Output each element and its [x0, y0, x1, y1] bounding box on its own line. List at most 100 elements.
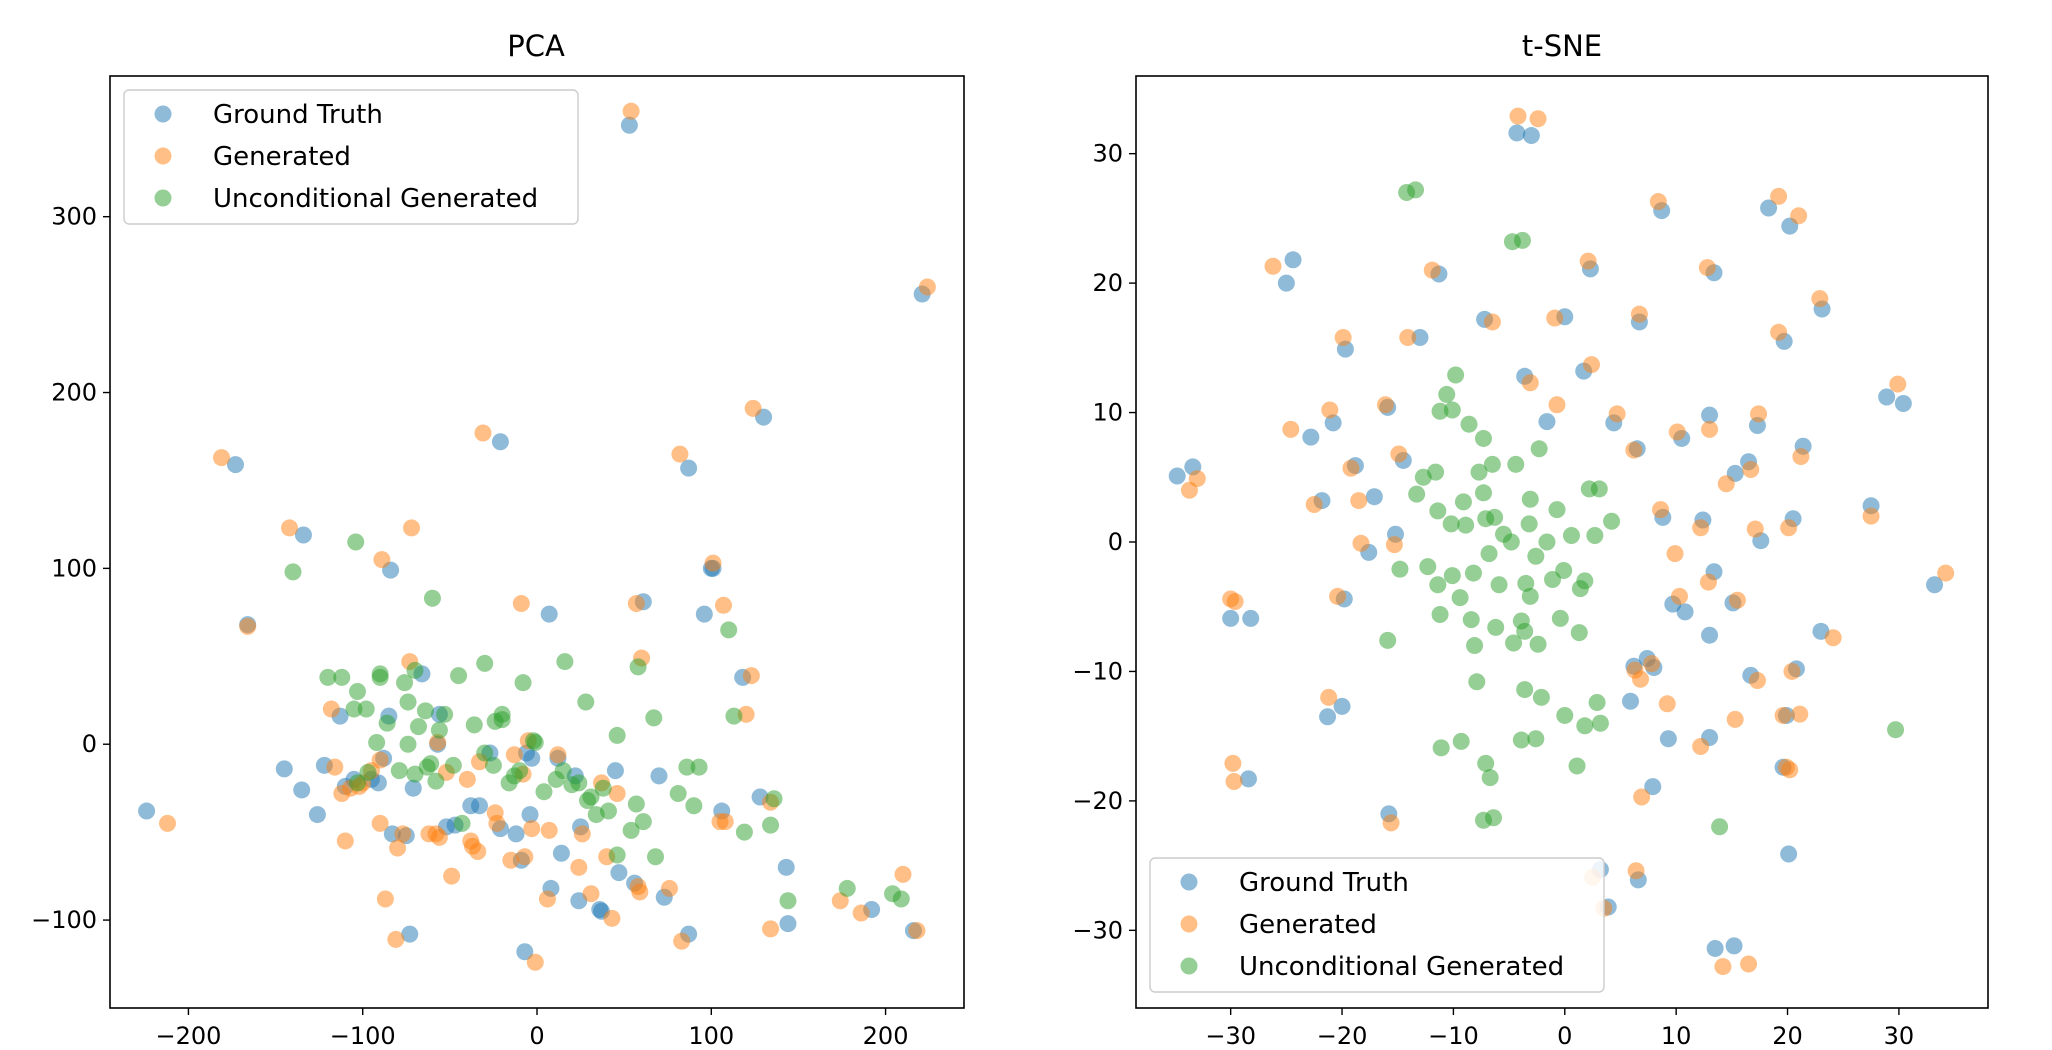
- scatter-point-ground-truth: [293, 781, 311, 799]
- scatter-point-generated: [516, 848, 534, 866]
- scatter-point-unconditional: [418, 758, 436, 776]
- scatter-point-generated: [1224, 754, 1242, 772]
- x-tick-label: −10: [1428, 1022, 1479, 1050]
- x-tick-label: 20: [1772, 1022, 1803, 1050]
- x-tick-label: −30: [1205, 1022, 1256, 1050]
- scatter-point-unconditional: [1379, 631, 1397, 649]
- scatter-point-generated: [1226, 593, 1244, 611]
- scatter-point-generated: [1630, 305, 1648, 323]
- scatter-point-unconditional: [1429, 576, 1447, 594]
- scatter-point-unconditional: [416, 702, 434, 720]
- y-tick-label: 100: [51, 554, 97, 582]
- scatter-point-generated: [443, 867, 461, 885]
- scatter-point-generated: [1750, 405, 1768, 423]
- scatter-point-generated: [762, 920, 780, 938]
- scatter-point-generated: [1643, 655, 1661, 673]
- scatter-point-unconditional: [430, 721, 448, 739]
- scatter-point-generated: [673, 932, 691, 950]
- scatter-point-unconditional: [476, 654, 494, 672]
- scatter-point-unconditional: [1507, 455, 1525, 473]
- pca-legend: Ground Truth Generated Unconditional Gener…: [123, 89, 579, 225]
- scatter-point-generated: [326, 758, 344, 776]
- x-tick-label: −20: [1317, 1022, 1368, 1050]
- scatter-point-ground-truth: [606, 762, 624, 780]
- scatter-point-unconditional: [765, 790, 783, 808]
- scatter-point-unconditional: [720, 621, 738, 639]
- scatter-point-unconditional: [1431, 605, 1449, 623]
- scatter-point-generated: [1334, 328, 1352, 346]
- legend-label: Unconditional Generated: [213, 184, 538, 214]
- scatter-point-unconditional: [1562, 527, 1580, 545]
- scatter-point-unconditional: [1527, 730, 1545, 748]
- legend-marker-unconditional: [1180, 957, 1198, 975]
- scatter-point-unconditional: [1483, 455, 1501, 473]
- scatter-point-generated: [512, 595, 530, 613]
- scatter-point-ground-truth: [308, 806, 326, 824]
- scatter-point-unconditional: [505, 767, 523, 785]
- scatter-point-ground-truth: [1760, 199, 1778, 217]
- scatter-point-unconditional: [1457, 516, 1475, 534]
- scatter-point-unconditional: [1512, 731, 1530, 749]
- scatter-point-unconditional: [554, 762, 572, 780]
- scatter-point-unconditional: [359, 763, 377, 781]
- y-tick-label: −20: [1072, 787, 1123, 815]
- scatter-point-generated: [1937, 564, 1955, 582]
- scatter-point-generated: [1546, 309, 1564, 327]
- scatter-point-generated: [1225, 772, 1243, 790]
- scatter-point-unconditional: [436, 705, 454, 723]
- scatter-point-unconditional: [1516, 622, 1534, 640]
- scatter-point-generated: [538, 890, 556, 908]
- scatter-point-unconditional: [493, 711, 511, 729]
- scatter-point-generated: [1608, 405, 1626, 423]
- scatter-point-generated: [1692, 519, 1710, 537]
- scatter-point-unconditional: [1474, 429, 1492, 447]
- pca-ticks: −200 −100 0 100 200 −100 0 100 200 300: [31, 203, 908, 1050]
- scatter-point-unconditional: [1591, 714, 1609, 732]
- scatter-point-unconditional: [1588, 694, 1606, 712]
- scatter-point-generated: [462, 832, 480, 850]
- scatter-point-unconditional: [1462, 611, 1480, 629]
- scatter-point-generated: [486, 804, 504, 822]
- scatter-point-generated: [1701, 420, 1719, 438]
- scatter-point-unconditional: [476, 744, 494, 762]
- scatter-point-unconditional: [535, 783, 553, 801]
- scatter-point-unconditional: [1538, 533, 1556, 551]
- scatter-point-generated: [1726, 710, 1744, 728]
- scatter-point-generated: [1583, 356, 1601, 374]
- legend-frame: [1149, 857, 1605, 993]
- scatter-point-unconditional: [634, 813, 652, 831]
- tsne-ticks: −30 −20 −10 0 10 20 30 −30 −20 −10 0 10 20 30: [1072, 140, 1914, 1050]
- scatter-point-unconditional: [1487, 618, 1505, 636]
- legend-marker-generated: [1180, 915, 1198, 933]
- scatter-point-generated: [1692, 738, 1710, 756]
- scatter-point-unconditional: [1470, 463, 1488, 481]
- y-tick-label: 300: [51, 203, 97, 231]
- scatter-point-unconditional: [396, 674, 414, 692]
- scatter-point-unconditional: [1513, 231, 1531, 249]
- scatter-point-ground-truth: [650, 767, 668, 785]
- legend-frame: [123, 89, 579, 225]
- scatter-point-generated: [1742, 461, 1760, 479]
- scatter-point-unconditional: [1544, 571, 1562, 589]
- scatter-point-unconditional: [622, 821, 640, 839]
- scatter-point-generated: [1658, 695, 1676, 713]
- scatter-point-unconditional: [1442, 515, 1460, 533]
- scatter-point-generated: [1399, 328, 1417, 346]
- scatter-point-unconditional: [1477, 754, 1495, 772]
- scatter-point-unconditional: [345, 700, 363, 718]
- scatter-point-generated: [831, 892, 849, 910]
- scatter-point-unconditional: [690, 758, 708, 776]
- scatter-point-unconditional: [423, 589, 441, 607]
- scatter-point-unconditional: [1576, 717, 1594, 735]
- scatter-point-ground-truth: [226, 456, 244, 474]
- scatter-point-generated: [523, 820, 541, 838]
- scatter-point-unconditional: [347, 533, 365, 551]
- scatter-point-ground-truth: [1319, 708, 1337, 726]
- scatter-point-unconditional: [1711, 818, 1729, 836]
- scatter-point-generated: [711, 813, 729, 831]
- scatter-point-unconditional: [399, 735, 417, 753]
- scatter-point-generated: [714, 596, 732, 614]
- x-tick-label: 100: [688, 1022, 734, 1050]
- scatter-point-unconditional: [579, 791, 597, 809]
- scatter-point-generated: [1862, 507, 1880, 525]
